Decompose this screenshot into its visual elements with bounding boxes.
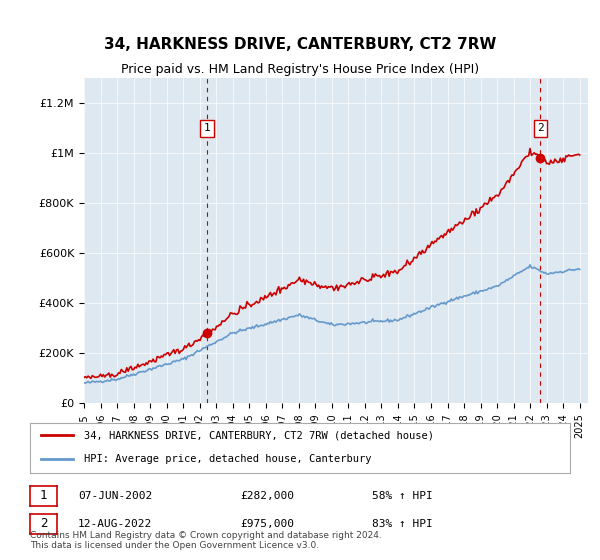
Text: 58% ↑ HPI: 58% ↑ HPI <box>372 491 433 501</box>
Text: 1: 1 <box>40 489 47 502</box>
Text: 1: 1 <box>203 123 211 133</box>
Text: 12-AUG-2022: 12-AUG-2022 <box>78 519 152 529</box>
Text: Price paid vs. HM Land Registry's House Price Index (HPI): Price paid vs. HM Land Registry's House … <box>121 63 479 77</box>
Text: HPI: Average price, detached house, Canterbury: HPI: Average price, detached house, Cant… <box>84 454 371 464</box>
Text: 34, HARKNESS DRIVE, CANTERBURY, CT2 7RW (detached house): 34, HARKNESS DRIVE, CANTERBURY, CT2 7RW … <box>84 431 434 440</box>
Text: 07-JUN-2002: 07-JUN-2002 <box>78 491 152 501</box>
Text: 2: 2 <box>537 123 544 133</box>
Text: Contains HM Land Registry data © Crown copyright and database right 2024.
This d: Contains HM Land Registry data © Crown c… <box>30 530 382 550</box>
Text: £282,000: £282,000 <box>240 491 294 501</box>
Text: 83% ↑ HPI: 83% ↑ HPI <box>372 519 433 529</box>
Text: 2: 2 <box>40 517 47 530</box>
Text: 34, HARKNESS DRIVE, CANTERBURY, CT2 7RW: 34, HARKNESS DRIVE, CANTERBURY, CT2 7RW <box>104 38 496 52</box>
Text: £975,000: £975,000 <box>240 519 294 529</box>
